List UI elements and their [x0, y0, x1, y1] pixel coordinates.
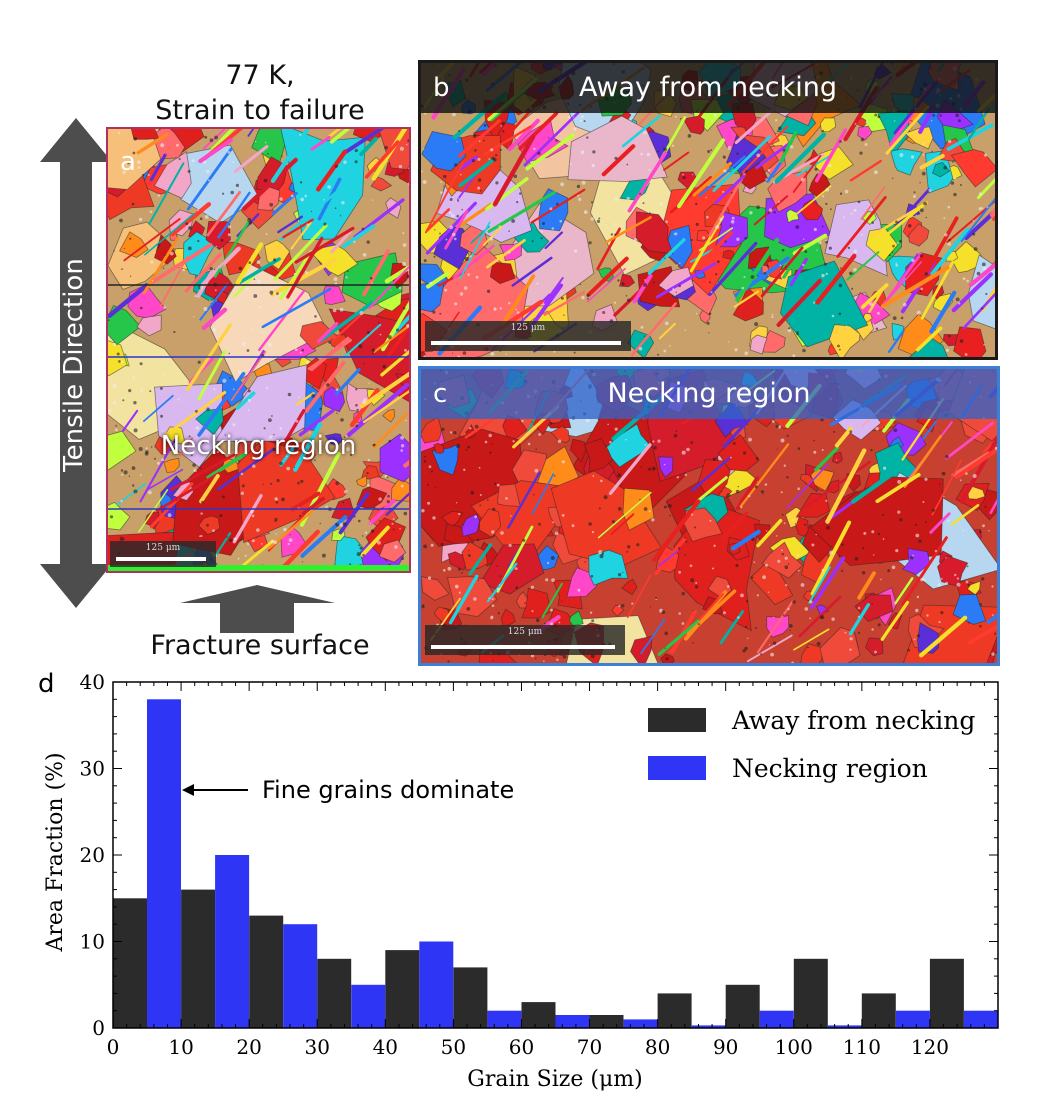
x-tick-label: 50: [441, 1035, 466, 1059]
panel-b-ebsd-map: Away from necking b 125 μm: [418, 60, 998, 360]
y-tick-label: 20: [80, 843, 105, 867]
chart-panel-letter: d: [38, 669, 55, 699]
panel-c-title-banner: Necking region: [421, 369, 997, 419]
legend-swatch: [648, 756, 706, 780]
x-tick-label: 100: [775, 1035, 813, 1059]
tensile-direction-label: Tensile Direction: [59, 258, 89, 472]
legend-label: Away from necking: [731, 706, 975, 735]
bar-necking-100: [827, 1025, 862, 1028]
tensile-direction-arrow: [36, 118, 116, 608]
bar-necking-60: [555, 1015, 590, 1028]
bar-necking-90: [759, 1010, 794, 1028]
chart-y-axis-label: Area Fraction (%): [43, 752, 68, 952]
x-tick-label: 90: [713, 1035, 738, 1059]
panel-b-title: Away from necking: [579, 72, 837, 103]
bar-away-90: [725, 984, 760, 1029]
legend-label: Necking region: [732, 754, 928, 783]
panel-c-scalebar: 125 μm: [425, 625, 625, 655]
x-tick-label: 40: [373, 1035, 398, 1059]
left-arrow-icon: [182, 784, 194, 796]
panel-b-scalebar: 125 μm: [425, 321, 631, 351]
bar-necking-110: [895, 1010, 930, 1028]
bar-necking-20: [283, 924, 318, 1028]
up-arrow-icon: [180, 585, 335, 633]
panel-c-scalebar-text: 125 μm: [507, 627, 543, 637]
bar-away-30: [317, 958, 352, 1028]
temperature-label: 77 K,: [225, 60, 295, 91]
panel-c-ebsd-map: Necking region c 125 μm: [418, 366, 1000, 666]
bar-away-100: [793, 958, 828, 1028]
x-tick-label: 20: [236, 1035, 261, 1059]
panel-b-title-banner: Away from necking: [421, 63, 995, 113]
panel-a-scalebar-text: 125 μm: [145, 543, 181, 553]
y-tick-label: 10: [80, 930, 105, 954]
x-tick-label: 30: [305, 1035, 330, 1059]
bar-away-20: [249, 915, 284, 1028]
x-tick-label: 10: [168, 1035, 193, 1059]
y-tick-label: 0: [92, 1016, 105, 1040]
chart-x-axis-label: Grain Size (μm): [467, 1067, 642, 1092]
x-tick-label: 80: [645, 1035, 670, 1059]
bar-necking-120: [964, 1010, 998, 1028]
legend-swatch: [648, 708, 706, 732]
bar-necking-30: [351, 984, 386, 1029]
bar-away-110: [861, 993, 896, 1028]
fracture-surface-label: Fracture surface: [150, 630, 370, 661]
bar-necking-50: [487, 1010, 522, 1028]
bar-away-10: [181, 889, 216, 1028]
bar-away-0: [113, 898, 147, 1029]
double-arrow-icon: [40, 118, 112, 608]
x-tick-label: 70: [577, 1035, 602, 1059]
fracture-arrow: [180, 585, 335, 633]
bar-necking-40: [419, 941, 454, 1028]
x-tick-label: 110: [843, 1035, 881, 1059]
panel-c-letter: c: [433, 379, 448, 409]
bar-away-120: [929, 958, 964, 1028]
panel-a-scalebar: 125 μm: [110, 541, 216, 567]
y-tick-label: 30: [80, 757, 105, 781]
bar-away-50: [453, 967, 488, 1028]
chart-annotation-text: Fine grains dominate: [262, 776, 514, 804]
bar-away-70: [589, 1015, 624, 1028]
panel-c-title: Necking region: [607, 378, 811, 409]
x-tick-label: 0: [107, 1035, 120, 1059]
bar-necking-0: [147, 699, 181, 1028]
bar-necking-80: [691, 1025, 726, 1028]
grain-size-histogram: d 0 10 20 30 40 50 60 70 80 90 100 110 120010203040 …: [38, 669, 999, 1092]
panel-b-letter: b: [433, 73, 450, 103]
x-tick-label: 60: [509, 1035, 534, 1059]
panel-b-scalebar-text: 125 μm: [510, 323, 546, 333]
panel-a-region-label: Necking region: [160, 431, 357, 461]
y-tick-label: 40: [80, 670, 105, 694]
bar-necking-70: [623, 1019, 658, 1028]
bar-away-60: [521, 1002, 556, 1028]
x-tick-label: 120: [911, 1035, 949, 1059]
panel-a-ebsd-map: a Necking region 125 μm: [106, 127, 411, 573]
panel-a-letter: a: [120, 147, 136, 177]
bar-away-80: [657, 993, 692, 1028]
bar-necking-10: [215, 855, 250, 1028]
chart-annotation: Fine grains dominate: [182, 776, 514, 804]
bar-away-40: [385, 950, 420, 1028]
